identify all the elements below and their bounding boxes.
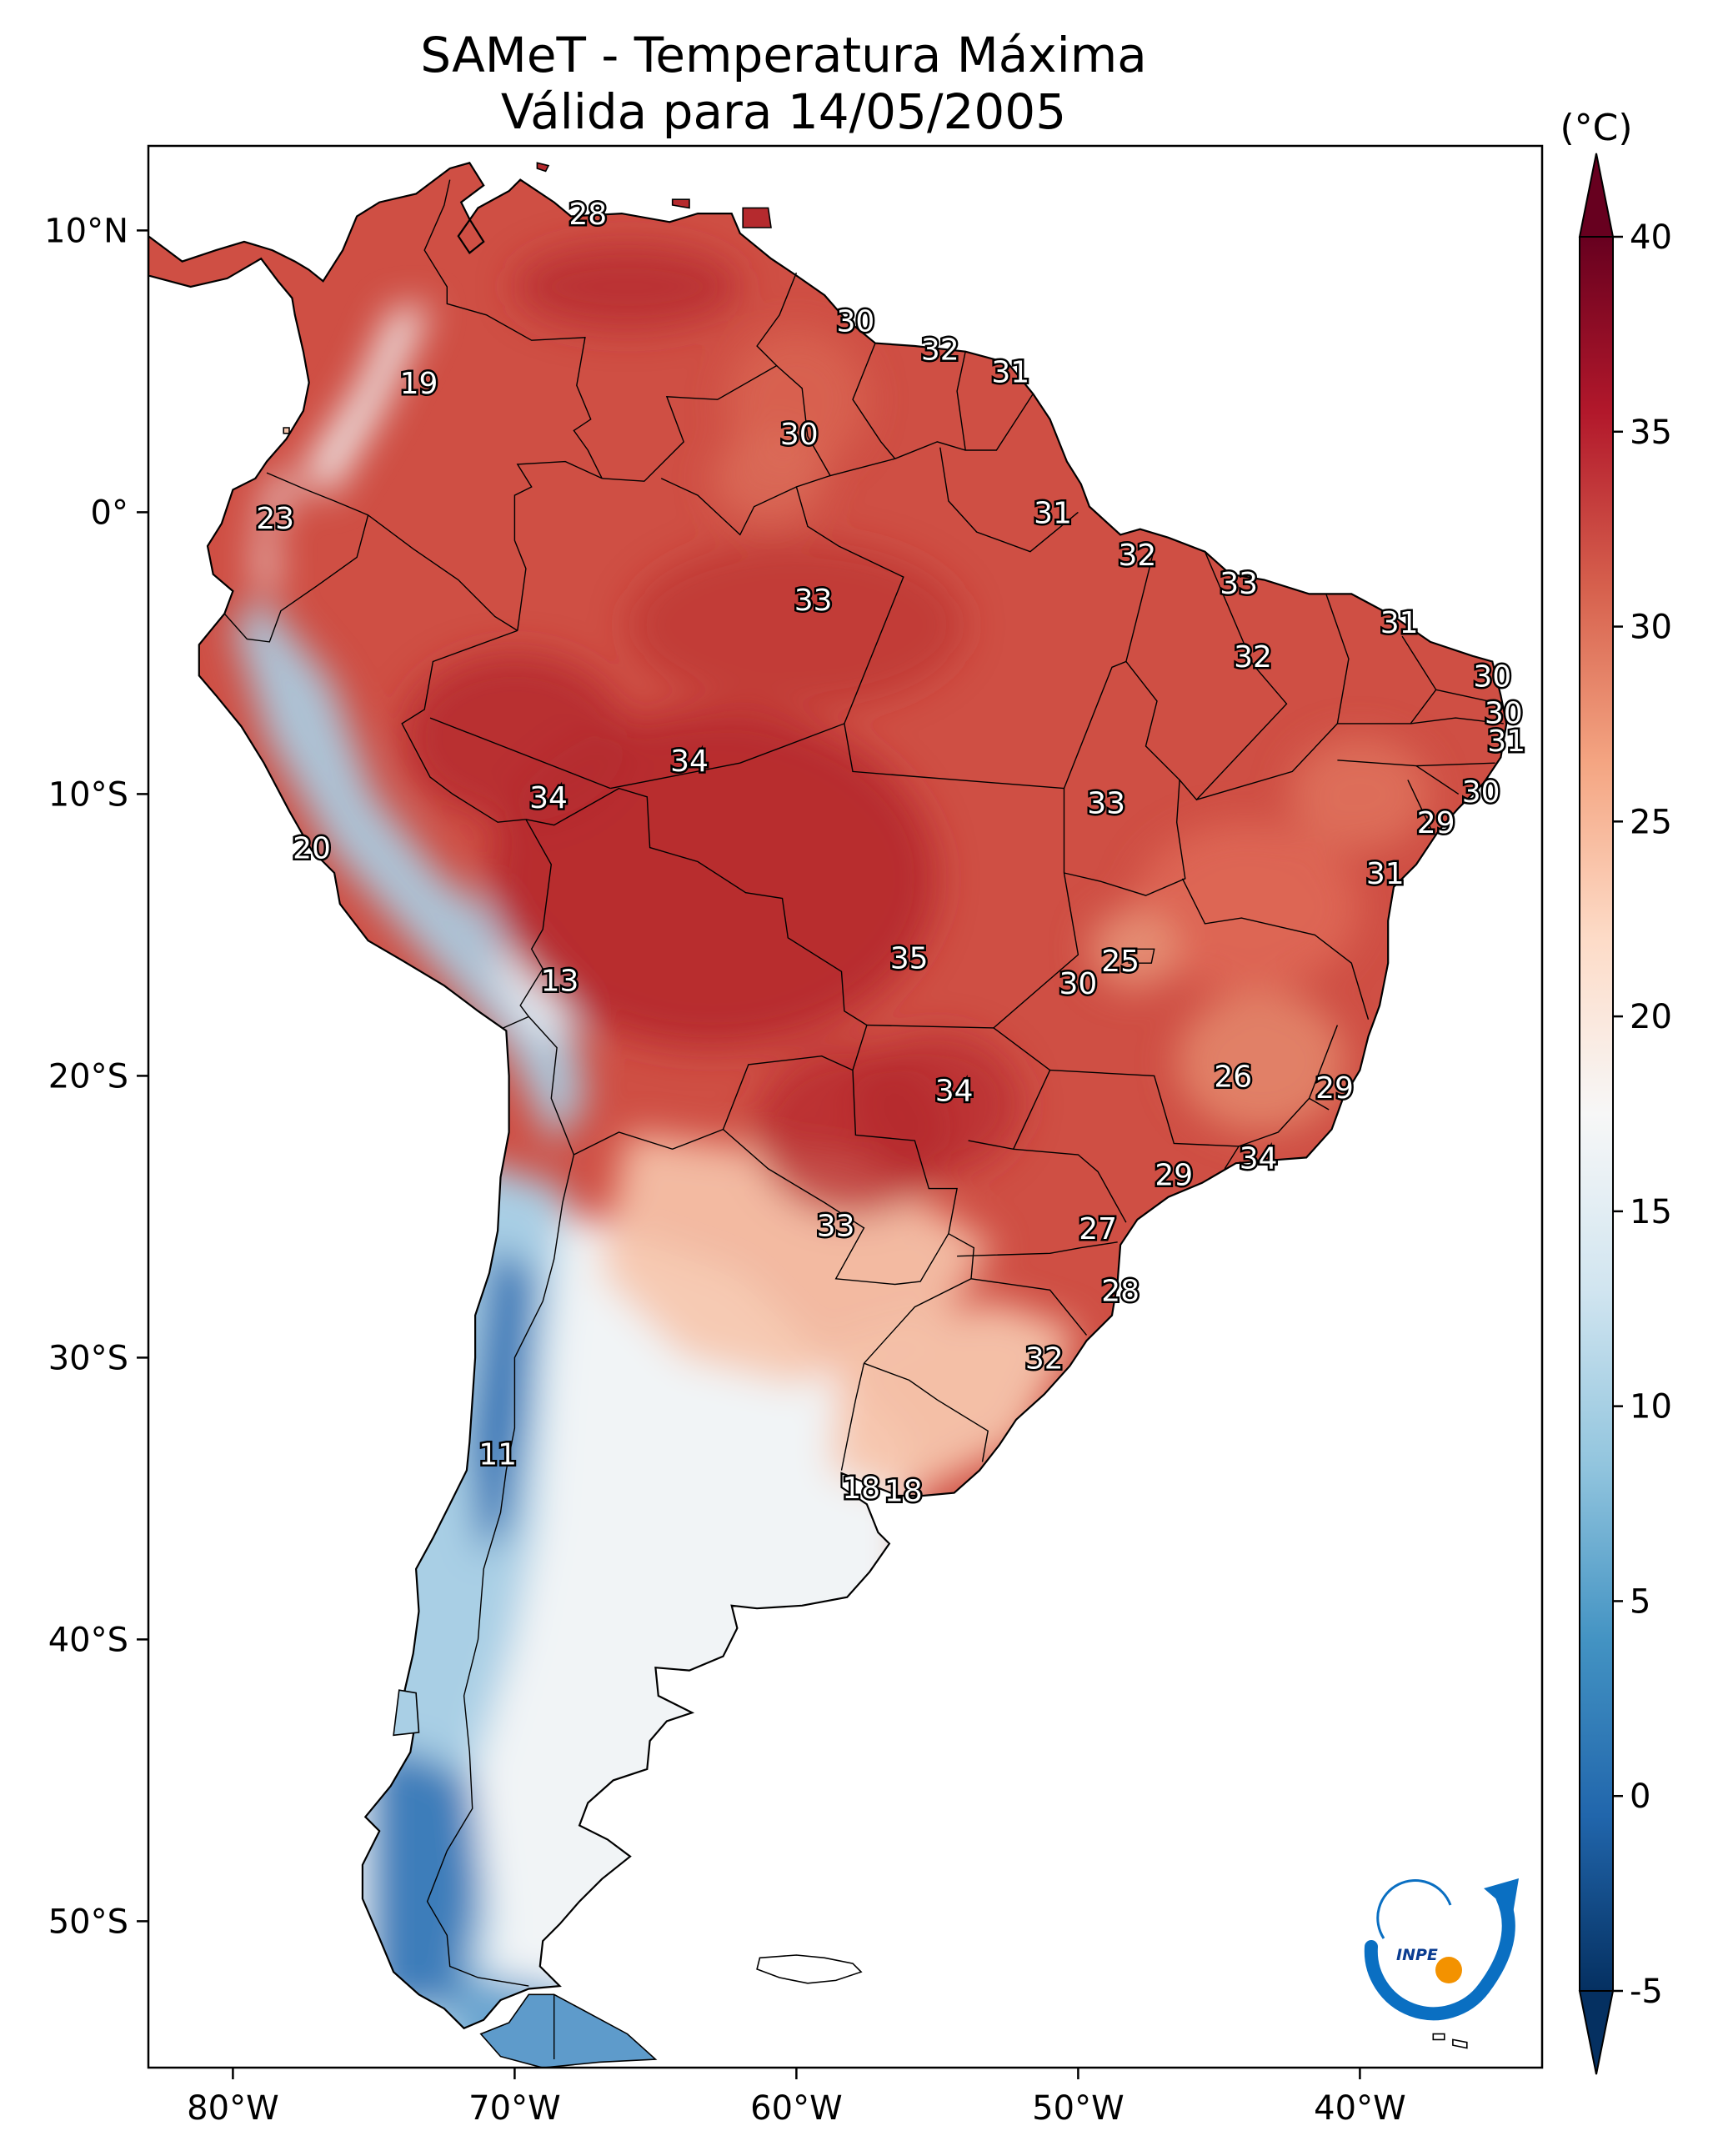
- temperature-label: 18: [884, 1474, 923, 1508]
- temperature-label: 25: [1101, 945, 1139, 979]
- lon-tick-label: 70°W: [468, 2089, 560, 2128]
- temperature-label: 33: [1087, 787, 1125, 821]
- temperature-label: 30: [1473, 659, 1511, 694]
- inpe-logo: INPE: [1364, 1878, 1519, 2021]
- lat-tick-label: 10°N: [44, 212, 128, 250]
- colorbar-min-extend: [1578, 1990, 1615, 2075]
- political-borders: [223, 179, 1504, 2059]
- temperature-label: 30: [780, 418, 819, 452]
- coastline: [148, 162, 1508, 2030]
- temperature-label: 29: [1417, 806, 1455, 840]
- temperature-label: 34: [935, 1074, 974, 1108]
- lat-tick-label: 40°S: [48, 1621, 128, 1659]
- logo-arc: [1364, 1940, 1490, 2021]
- colorbar-tick-label: 5: [1630, 1582, 1650, 1621]
- temperature-label: 31: [1366, 857, 1405, 891]
- lat-tick-label: 10°S: [48, 775, 128, 814]
- temperature-label: 28: [1101, 1274, 1139, 1308]
- temperature-label: 19: [400, 367, 438, 401]
- temperature-label: 18: [842, 1472, 880, 1506]
- temperature-label: 31: [1487, 725, 1525, 759]
- temperature-label: 35: [890, 941, 929, 975]
- temperature-label: 30: [1462, 775, 1500, 810]
- temperature-label: 13: [541, 965, 579, 999]
- temperature-label: 30: [1059, 967, 1097, 1001]
- colorbar-tick-label: 15: [1630, 1193, 1672, 1231]
- temperature-label: 29: [1155, 1159, 1193, 1193]
- colorbar-tick-label: -5: [1630, 1973, 1663, 2011]
- lat-tick-label: 50°S: [48, 1903, 128, 1941]
- colorbar-max-extend: [1578, 153, 1615, 238]
- colorbar: 40 35 30 25 20 15 10 5 0 -5: [1578, 153, 1672, 2075]
- map-frame: [147, 144, 1544, 2069]
- temperature-label: 32: [1118, 539, 1156, 573]
- temperature-label: 31: [1034, 496, 1072, 530]
- lat-tick-label: 0°: [91, 494, 128, 532]
- colorbar-tick-label: 40: [1630, 218, 1672, 257]
- lat-tick-label: 30°S: [48, 1339, 128, 1377]
- temperature-label: 29: [1315, 1071, 1354, 1106]
- temperature-label: 11: [478, 1437, 517, 1472]
- logo-arrow-icon: [1484, 1878, 1519, 1913]
- colorbar-tick-label: 35: [1630, 414, 1672, 452]
- temperature-label: 33: [794, 584, 833, 618]
- islands: [283, 162, 1468, 2068]
- temperature-label: 33: [817, 1210, 855, 1244]
- colorbar-tick-label: 20: [1630, 998, 1672, 1036]
- temperature-label: 20: [293, 832, 331, 866]
- temperature-label: 31: [991, 355, 1029, 389]
- temperature-label: 32: [921, 333, 959, 367]
- colorbar-tick-label: 30: [1630, 609, 1672, 647]
- temperature-label: 26: [1214, 1060, 1252, 1094]
- temperature-label: 30: [836, 305, 874, 339]
- lon-tick-label: 50°W: [1032, 2089, 1124, 2128]
- temperature-label: 28: [568, 198, 607, 232]
- logo-text: INPE: [1396, 1946, 1438, 1964]
- temperature-label: 30: [1485, 696, 1523, 730]
- axis-ticks: 80°W 70°W 60°W 50°W 40°W 10°N 0° 10°S 20°S 30°S 40…: [44, 212, 1405, 2128]
- logo-sun-icon: [1435, 1957, 1462, 1983]
- colorbar-tick-label: 25: [1630, 803, 1672, 841]
- colorbar-gradient: [1579, 236, 1614, 1992]
- temperature-label: 23: [256, 502, 294, 536]
- temperature-label: 32: [1025, 1341, 1064, 1376]
- temperature-label: 32: [1234, 640, 1272, 674]
- colorbar-tick-label: 10: [1630, 1388, 1672, 1426]
- lon-tick-label: 60°W: [750, 2089, 842, 2128]
- colorbar-unit-label: (°C): [1560, 107, 1633, 149]
- temperature-label: 31: [1380, 606, 1419, 640]
- map-subtitle: Válida para 14/05/2005: [500, 83, 1067, 140]
- temperature-label: 34: [670, 745, 709, 779]
- temperature-label: 33: [1220, 567, 1258, 601]
- lon-tick-label: 80°W: [187, 2089, 278, 2128]
- map-title: SAMeT - Temperatura Máxima: [420, 27, 1147, 83]
- lat-tick-label: 20°S: [48, 1057, 128, 1096]
- temperature-label: 34: [1240, 1141, 1278, 1176]
- temperature-label: 34: [529, 781, 568, 815]
- lon-tick-label: 40°W: [1314, 2089, 1405, 2128]
- colorbar-tick-label: 0: [1630, 1777, 1650, 1816]
- temperature-label: 27: [1079, 1212, 1117, 1246]
